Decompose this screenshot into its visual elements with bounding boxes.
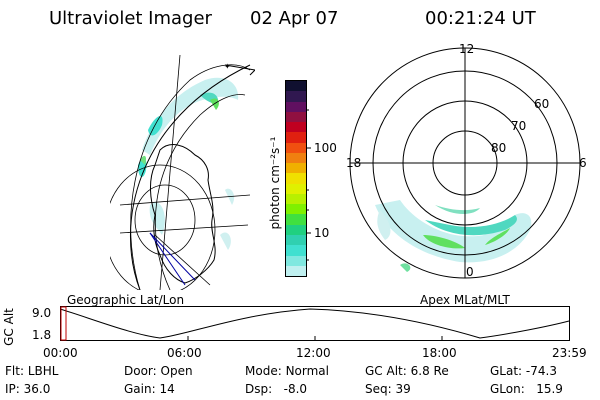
status-gcalt: GC Alt: 6.8 Re [365, 364, 449, 378]
colorbar-segment [286, 245, 306, 256]
colorbar-segment [286, 163, 306, 174]
status-glat: GLat: -74.3 [490, 364, 557, 378]
polar-caption: Apex MLat/MLT [420, 293, 510, 307]
timeline-ylabel: GC Alt [2, 308, 16, 346]
mlat-label-80: 80 [491, 141, 507, 155]
status-flt: Flt: LBHL [5, 364, 59, 378]
colorbar-segment [286, 265, 306, 277]
color-scale-bar [285, 80, 307, 277]
status-gain: Gain: 14 [124, 382, 175, 396]
time-label: 00:21:24 UT [425, 8, 536, 29]
timeline-ytick-low: 1.8 [32, 328, 52, 342]
timeline-ytick-high: 9.0 [32, 306, 52, 320]
altitude-timeline [60, 306, 570, 341]
date-label: 02 Apr 07 [250, 8, 339, 29]
timeline-xtick-1800: 18:00 [422, 346, 457, 360]
colorbar-tick-100: 100 [314, 141, 337, 155]
mlt-label-0: 0 [466, 265, 474, 279]
status-mode: Mode: Normal [245, 364, 329, 378]
status-glon: GLon: 15.9 [490, 382, 563, 396]
colorbar-segment [286, 152, 306, 164]
colorbar-segment [286, 142, 306, 153]
colorbar-segment [286, 234, 306, 246]
timeline-xtick-2359: 23:59 [552, 346, 587, 360]
timeline-xtick-1200: 12:00 [296, 346, 331, 360]
colorbar-segment [286, 101, 306, 112]
colorbar-segment [286, 193, 306, 205]
geographic-map: ✦ [110, 55, 255, 290]
status-ip: IP: 36.0 [5, 382, 51, 396]
colorbar-segment [286, 214, 306, 225]
colorbar-segment [286, 81, 306, 92]
auroral-oval-polar [375, 200, 532, 272]
timeline-xtick-0600: 06:00 [167, 346, 202, 360]
polar-plot [349, 47, 581, 279]
mlt-label-12: 12 [459, 42, 475, 56]
colorbar-segment [286, 111, 306, 123]
colorbar-unit-label: photon cm⁻²s⁻¹ [268, 136, 282, 230]
geographic-caption: Geographic Lat/Lon [67, 293, 185, 307]
mlat-label-60: 60 [534, 97, 550, 111]
colorbar-segment [286, 204, 306, 215]
colorbar-segment [286, 122, 306, 133]
colorbar-segment [286, 91, 306, 102]
auroral-emission [138, 77, 239, 250]
terminator-lines [149, 232, 196, 286]
mlt-label-18: 18 [346, 156, 362, 170]
mlat-label-70: 70 [511, 119, 527, 133]
colorbar-ticks [306, 109, 311, 261]
continent-outline [150, 144, 216, 284]
north-marker: ✦ [224, 62, 231, 71]
mlt-label-6: 6 [579, 156, 587, 170]
colorbar-segment [286, 132, 306, 143]
colorbar-segment [286, 255, 306, 266]
colorbar-segment [286, 183, 306, 194]
status-dsp: Dsp: -8.0 [245, 382, 308, 396]
timeline-xtick-0000: 00:00 [43, 346, 78, 360]
colorbar-segment [286, 224, 306, 235]
instrument-title: Ultraviolet Imager [49, 8, 212, 29]
colorbar-segment [286, 173, 306, 184]
status-seq: Seq: 39 [365, 382, 411, 396]
status-door: Door: Open [124, 364, 193, 378]
colorbar-tick-10: 10 [314, 226, 330, 240]
polar-grid [349, 47, 581, 279]
